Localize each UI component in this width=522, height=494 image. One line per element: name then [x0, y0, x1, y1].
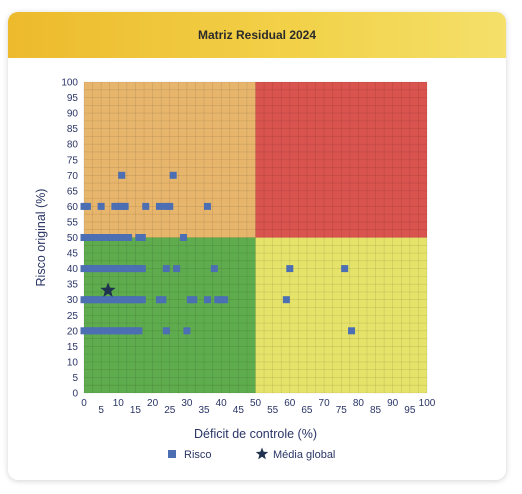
y-tick-label: 40 [67, 264, 79, 275]
y-tick-label: 20 [67, 326, 79, 337]
y-tick-label: 55 [67, 217, 79, 228]
risk-point [162, 265, 170, 273]
y-tick-label: 45 [67, 249, 79, 260]
risk-point [138, 234, 146, 241]
y-tick-label: 80 [67, 140, 79, 151]
risk-point [169, 171, 177, 179]
risk-point [83, 202, 91, 210]
legend-square-icon [168, 450, 176, 458]
risk-point [173, 265, 181, 273]
y-tick-label: 15 [67, 342, 79, 353]
risk-point [341, 265, 349, 273]
y-axis-label: Risco original (%) [34, 189, 48, 287]
chart-title: Matriz Residual 2024 [197, 28, 317, 42]
y-tick-label: 30 [67, 295, 79, 306]
legend-label-media-global: Média global [273, 449, 335, 461]
risk-point [203, 202, 211, 210]
risk-point [179, 234, 187, 241]
x-tick-label: 70 [319, 398, 331, 409]
x-tick-label: 10 [113, 398, 125, 409]
x-tick-label: 45 [233, 405, 245, 416]
zone-0 [84, 82, 256, 238]
zone-1 [255, 82, 427, 238]
risk-point [210, 265, 218, 273]
risk-point [121, 202, 129, 210]
risk-point [138, 265, 146, 273]
risk-point [142, 202, 150, 210]
legend-label-risco: Risco [184, 449, 212, 461]
risk-point [159, 296, 167, 304]
risk-point [348, 327, 356, 335]
x-tick-label: 75 [336, 405, 348, 416]
y-tick-label: 90 [67, 109, 79, 120]
y-tick-label: 100 [61, 78, 78, 89]
x-tick-label: 100 [419, 398, 436, 409]
x-tick-label: 85 [370, 405, 382, 416]
x-tick-label: 25 [164, 405, 176, 416]
risk-point [97, 202, 105, 210]
y-tick-label: 0 [72, 389, 78, 400]
y-tick-label: 95 [67, 93, 79, 104]
x-tick-label: 55 [267, 405, 279, 416]
x-tick-label: 30 [181, 398, 193, 409]
card-header: Matriz Residual 2024 [8, 12, 506, 58]
x-tick-label: 5 [98, 405, 104, 416]
x-tick-label: 35 [198, 405, 210, 416]
risk-point [138, 296, 146, 304]
x-tick-label: 40 [216, 398, 228, 409]
y-tick-label: 75 [67, 155, 79, 166]
x-tick-label: 15 [130, 405, 142, 416]
y-tick-label: 5 [72, 373, 78, 384]
risk-point [135, 327, 143, 335]
y-tick-label: 85 [67, 124, 79, 135]
x-tick-label: 80 [353, 398, 365, 409]
x-tick-label: 95 [404, 405, 416, 416]
y-tick-label: 60 [67, 202, 79, 213]
y-tick-label: 25 [67, 311, 79, 322]
x-tick-label: 90 [387, 398, 399, 409]
risk-point [155, 202, 163, 210]
x-tick-label: 20 [147, 398, 159, 409]
risk-point [282, 296, 290, 304]
x-tick-label: 0 [81, 398, 87, 409]
legend-star-icon [255, 447, 269, 460]
y-tick-label: 10 [67, 357, 79, 368]
risk-point [286, 265, 294, 273]
risk-point [118, 171, 126, 179]
risk-point [166, 202, 174, 210]
x-tick-label: 50 [250, 398, 262, 409]
risk-point [162, 327, 170, 335]
x-tick-label: 60 [284, 398, 296, 409]
risk-point [125, 234, 133, 241]
global-average-star [100, 282, 116, 297]
zone-3 [255, 237, 427, 393]
x-tick-label: 65 [301, 405, 313, 416]
zone-2 [84, 237, 256, 393]
risk-point [221, 296, 229, 304]
risk-point [190, 296, 198, 304]
risk-point [183, 327, 191, 335]
y-tick-label: 65 [67, 186, 79, 197]
risk-point [203, 296, 211, 304]
y-tick-label: 70 [67, 171, 79, 182]
x-axis-label: Déficit de controle (%) [194, 427, 317, 441]
y-tick-label: 50 [67, 233, 79, 244]
y-tick-label: 35 [67, 280, 79, 291]
